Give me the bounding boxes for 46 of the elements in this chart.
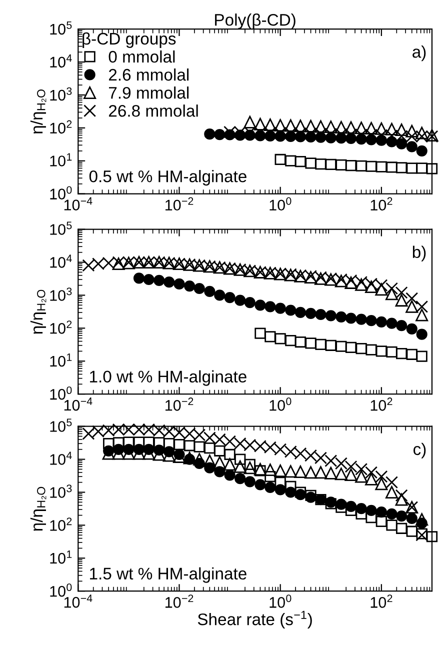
y-tick-label: 10$^{4}$: [50, 54, 72, 68]
y-tick-label: 10$^{4}$: [50, 452, 72, 465]
x-tick-label: 10$^{−2}$: [166, 197, 194, 211]
x-tick-label: 10$^{2}$: [370, 398, 392, 411]
y-tick-label: 10$^{1}$: [50, 550, 72, 564]
y-tick-label: 10$^{3}$: [50, 87, 72, 101]
y-tick-label: 10$^{2}$: [50, 120, 72, 134]
annotation: 0.5 wt % HM-alginate: [89, 170, 246, 186]
legend-label: 0 mmolal: [108, 50, 175, 63]
chart-title: Poly(β-CD): [215, 14, 296, 30]
y-axis-title: η/η$_{H₂O}$: [30, 486, 46, 531]
x-axis-title: Shear rate (s$^{−1}$): [198, 610, 312, 629]
x-tick-label: 10$^{−2}$: [166, 398, 194, 411]
y-tick-label: 10$^{5}$: [50, 21, 72, 35]
y-tick-label: 10$^{1}$: [50, 354, 72, 367]
x-tick-label: 10$^{0}$: [270, 197, 292, 211]
x-tick-label: 10$^{−4}$: [64, 197, 92, 210]
y-tick-label: 10$^{2}$: [50, 320, 72, 334]
y-tick-label: 10$^{1}$: [50, 153, 72, 166]
y-tick-label: 10$^{0}$: [50, 583, 72, 597]
legend-label: 26.8 mmolal: [108, 104, 198, 117]
y-tick-label: 10$^{4}$: [50, 254, 72, 268]
annotation: 1.5 wt % HM-alginate: [90, 567, 246, 583]
x-tick-label: 10$^{0}$: [270, 398, 292, 411]
legend-label: 2.6 mmolal: [108, 68, 189, 81]
y-tick-label: 10$^{5}$: [50, 222, 72, 235]
x-tick-label: 10$^{2}$: [370, 197, 392, 211]
x-tick-label: 10$^{−4}$: [64, 398, 92, 411]
y-tick-label: 10$^{5}$: [50, 418, 72, 432]
x-tick-label: 10$^{−4}$: [64, 594, 92, 608]
y-tick-label: 10$^{0}$: [50, 386, 72, 400]
x-tick-label: 10$^{2}$: [370, 594, 392, 608]
y-axis-title: η/η$_{H₂O}$: [30, 90, 46, 134]
y-tick-label: 10$^{2}$: [50, 518, 72, 531]
y-axis-title: η/η$_{H₂O}$: [30, 290, 46, 334]
annotation: b): [412, 246, 426, 262]
y-tick-label: 10$^{3}$: [50, 288, 72, 301]
legend-title: β-CD groups: [82, 32, 176, 48]
annotation: c): [413, 442, 426, 458]
annotation: a): [412, 46, 426, 62]
legend-label: 7.9 mmolal: [108, 86, 189, 99]
x-tick-label: 10$^{0}$: [270, 594, 292, 608]
y-tick-label: 10$^{3}$: [50, 484, 72, 498]
x-tick-label: 10$^{−2}$: [166, 594, 194, 608]
annotation: 1.0 wt % HM-alginate: [90, 370, 246, 386]
y-tick-label: 10$^{0}$: [50, 186, 72, 200]
